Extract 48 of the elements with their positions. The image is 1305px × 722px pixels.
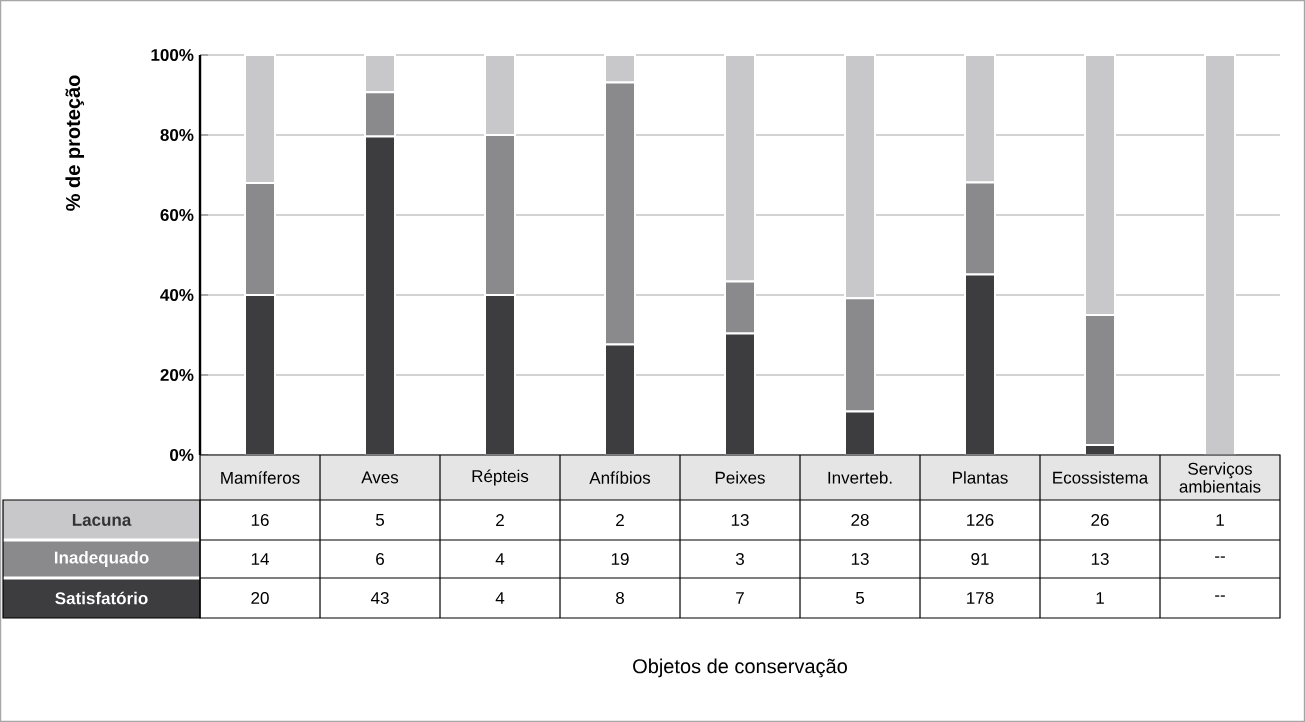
bar	[1203, 53, 1236, 456]
text: 13	[1091, 552, 1109, 565]
text: 43	[370, 591, 389, 604]
x-tick-label: Anfíbios	[589, 471, 651, 484]
x-tick-label: Répteis	[472, 469, 529, 486]
y-tick-label: 80%	[160, 128, 194, 141]
text: 19	[611, 552, 629, 565]
text: 7	[736, 592, 744, 604]
y-tick-label: 60%	[160, 208, 194, 221]
text: Objetos de conservação	[633, 658, 847, 678]
text: --	[1215, 556, 1225, 558]
text: 4	[495, 553, 505, 565]
y-tick-label: 100%	[151, 48, 194, 61]
text: 16	[251, 513, 269, 526]
text: 1	[1096, 592, 1104, 604]
text: 5	[375, 514, 385, 526]
text: 1	[1216, 514, 1224, 526]
text: 14	[251, 553, 269, 565]
text: 178	[967, 591, 994, 604]
y-tick-label: 20%	[160, 368, 194, 381]
text: Inadequado	[54, 551, 149, 567]
text: --	[1215, 595, 1225, 597]
text: Lacuna	[72, 514, 132, 526]
text: Satisfatório	[55, 591, 148, 605]
text: 5	[855, 592, 865, 604]
text: 8	[616, 591, 624, 604]
text: 6	[376, 552, 385, 565]
x-tick-label: Mamíferos	[221, 471, 300, 484]
text: 2	[616, 514, 624, 526]
text: 13	[851, 552, 869, 565]
text: 3	[735, 552, 744, 565]
y-tick-label: 40%	[160, 288, 194, 301]
x-tick-label: Plantas	[953, 471, 1008, 484]
x-tick-label: Ecossistema	[1053, 471, 1149, 484]
text: 28	[851, 513, 869, 526]
text: 2	[496, 514, 504, 526]
text: 126	[967, 513, 994, 526]
text: 4	[495, 592, 505, 604]
text: 26	[1091, 513, 1109, 526]
text: 13	[731, 513, 749, 526]
x-tick-label: Aves	[361, 471, 399, 484]
text: 20	[251, 591, 269, 604]
y-axis-title: % de proteção	[65, 75, 85, 211]
text: 91	[971, 552, 989, 565]
y-tick-label: 0%	[170, 448, 194, 461]
x-tick-label: Peixes	[715, 471, 765, 484]
x-tick-label: Serviços ambientais	[1179, 462, 1261, 493]
x-tick-label: Inverteb.	[828, 471, 892, 484]
